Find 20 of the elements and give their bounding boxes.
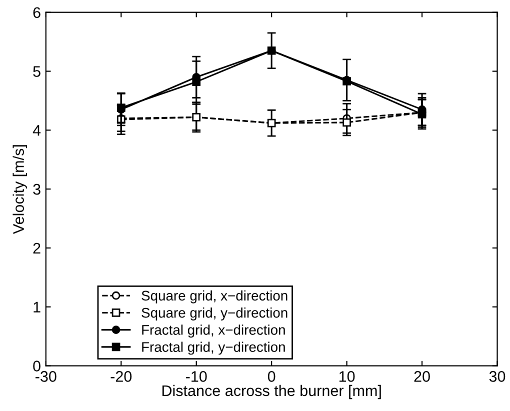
y-axis-title: Velocity [m/s] [12, 145, 27, 234]
x-tick-label: 10 [339, 371, 355, 382]
y-tick-label: 3 [33, 184, 40, 195]
x-tick-label: -10 [186, 371, 207, 382]
y-tick-label: 5 [33, 66, 40, 77]
legend-label: Square grid, y−direction [142, 308, 288, 320]
x-tick-label: -20 [110, 371, 132, 382]
y-tick-label: 0 [33, 360, 40, 372]
y-tick-label: 6 [33, 7, 40, 18]
x-tick-label: 20 [414, 371, 430, 382]
legend-label: Fractal grid, y−direction [142, 342, 285, 355]
x-axis-title: Distance across the burner [mm] [162, 384, 381, 400]
y-tick-label: 2 [33, 242, 40, 254]
y-tick-label: 4 [32, 125, 41, 136]
y-tick-label: 1 [34, 302, 40, 312]
x-tick-label: -30 [36, 371, 56, 382]
x-tick-label: 30 [489, 371, 506, 382]
x-tick-label: 0 [268, 371, 276, 382]
legend-label: Fractal grid, x−direction [142, 324, 285, 338]
legend-label: Square grid, x−direction [142, 290, 288, 304]
